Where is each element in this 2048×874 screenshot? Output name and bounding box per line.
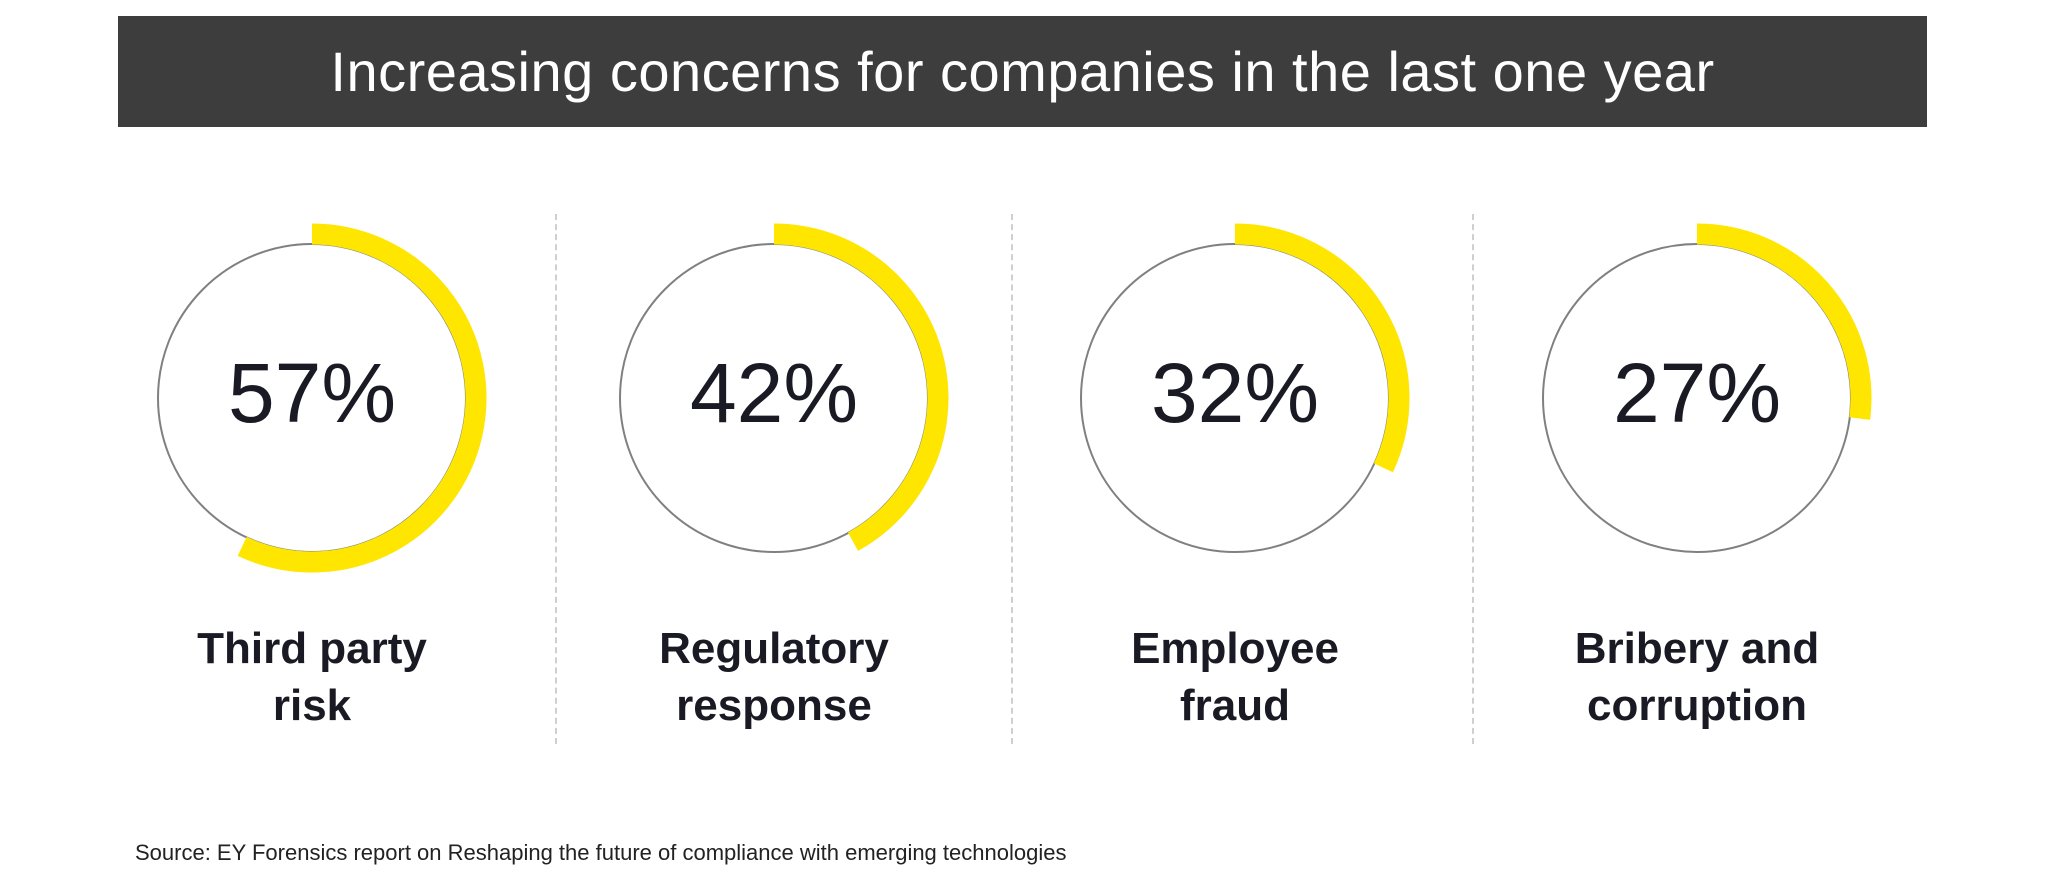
label-line: Employee: [1131, 624, 1339, 673]
donut-arc: [1234, 223, 1410, 473]
label-line: response: [676, 681, 872, 730]
label-line: fraud: [1180, 681, 1290, 730]
label-line: risk: [272, 681, 352, 730]
percent-value: 27%: [1612, 346, 1782, 440]
category-label: Employee fraud: [1025, 620, 1445, 734]
label-line: corruption: [1587, 681, 1807, 730]
divider: [1011, 214, 1013, 744]
source-note: Source: EY Forensics report on Reshaping…: [135, 840, 1067, 865]
percent-value: 42%: [689, 346, 859, 440]
donut-arc: [1696, 223, 1872, 420]
donut-item: 42% Regulatory response: [564, 200, 984, 760]
chart-title: Increasing concerns for companies in the…: [330, 40, 1715, 103]
label-line: Bribery and: [1574, 624, 1820, 673]
label-line: Third party: [197, 624, 427, 673]
donut-chart: [157, 223, 487, 573]
donut-chart: [619, 223, 949, 553]
percent-value: 57%: [227, 346, 397, 440]
donut-chart: [1542, 223, 1872, 553]
category-label: Regulatory response: [564, 620, 984, 734]
divider: [1472, 214, 1474, 744]
title-banner: Increasing concerns for companies in the…: [118, 16, 1927, 127]
label-line: Regulatory: [659, 624, 889, 673]
donut-item: 57% Third party risk: [102, 200, 522, 760]
category-label: Bribery and corruption: [1487, 620, 1907, 734]
donut-item: 32% Employee fraud: [1025, 200, 1445, 760]
donut-arc: [773, 223, 949, 551]
donut-chart: [1080, 223, 1410, 553]
percent-value: 32%: [1150, 346, 1320, 440]
category-label: Third party risk: [102, 620, 522, 734]
donut-item: 27% Bribery and corruption: [1487, 200, 1907, 760]
divider: [555, 214, 557, 744]
donut-arc: [237, 223, 487, 573]
